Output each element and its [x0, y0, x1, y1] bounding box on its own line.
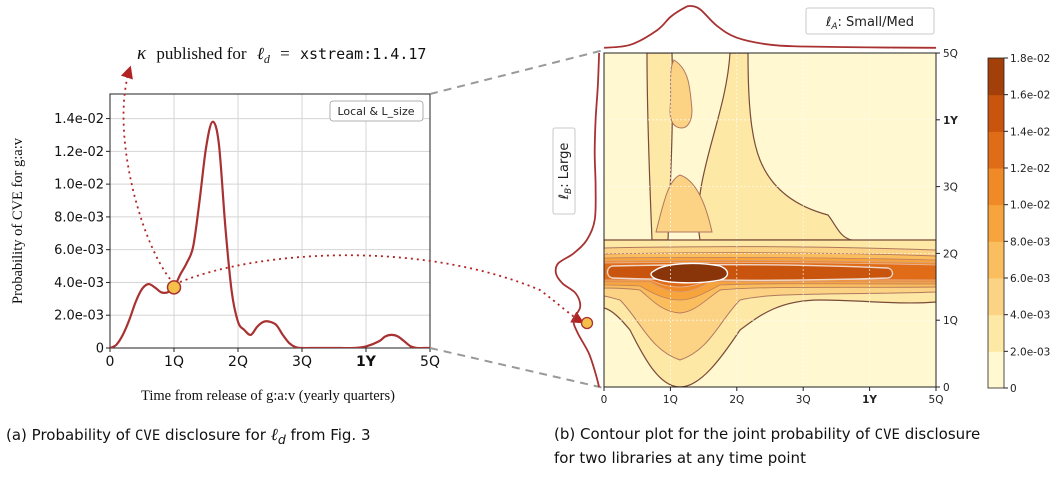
y-tick-label: 1.0e-02 [54, 178, 104, 193]
y-axis-label-a: Probability of CVE for g:a:v [10, 137, 26, 304]
colorbar-segment [988, 351, 1004, 389]
grid-b [604, 53, 936, 387]
colorbar-segment [988, 241, 1004, 279]
colorbar-tick-label: 8.0e-03 [1010, 236, 1050, 248]
annotation-kappa-text: κ published for ℓd = xstream:1.4.17 [137, 43, 426, 67]
colorbar-segment [988, 58, 1004, 96]
y-tick-label: 1Y [943, 115, 958, 127]
zoom-connector-top [429, 49, 605, 95]
y-tick-label: 5Q [943, 48, 958, 60]
colorbar-tick-label: 6.0e-03 [1010, 273, 1050, 285]
y-tick-label: 6.0e-03 [54, 243, 104, 258]
colorbar: 0 2.0e-03 4.0e-03 6.0e-03 8.0e-03 1.0e-02 1.2e… [987, 53, 1050, 395]
legend-box [329, 100, 424, 122]
x-tick-label: 2Q [228, 354, 248, 370]
x-axis-label-a: Time from release of g:a:v (yearly quart… [141, 388, 395, 404]
colorbar-tick-label: 1.4e-02 [1010, 126, 1050, 138]
caption-b: (b) Contour plot for the joint probabili… [554, 425, 981, 467]
colorbar-tick-label: 1.2e-02 [1010, 163, 1050, 175]
colorbar-tick-label: 1.8e-02 [1010, 53, 1050, 65]
colorbar-tick-label: 1.0e-02 [1010, 200, 1050, 212]
y-tick-label: 0 [943, 382, 950, 394]
contour-plot [604, 53, 936, 387]
panel-a: κ published for ℓd = xstream:1.4.17 0 1Q 2… [10, 43, 585, 404]
legend-label: Local & L_size [337, 105, 414, 118]
colorbar-segment [988, 131, 1004, 169]
zoom-connector-bottom [429, 347, 605, 389]
colorbar-segment [988, 204, 1004, 242]
contour-level-7 [606, 263, 894, 281]
panel-b: ℓA: Small/Med ℓB: Large [552, 5, 1050, 406]
marginal-left-curve [554, 52, 600, 388]
arrow-to-annotation [120, 65, 171, 280]
legend-a: Local & L_size [329, 100, 424, 122]
colorbar-segment [988, 278, 1004, 316]
y-tick-label: 3Q [943, 182, 958, 194]
x-tick-label: 3Q [796, 394, 811, 406]
x-marginal-label: ℓA: Small/Med [825, 15, 914, 32]
y-tick-label: 8.0e-03 [54, 210, 104, 225]
x-tick-label: 1Q [164, 354, 184, 370]
colorbar-tick-label: 1.6e-02 [1010, 90, 1050, 102]
grid-a [110, 94, 430, 348]
y-marginal-label: ℓB: Large [557, 143, 574, 201]
colorbar-segment [988, 314, 1004, 352]
colorbar-tick-label: 0 [1010, 383, 1017, 395]
colorbar-frame [987, 57, 1005, 389]
x-tick-label: 5Q [420, 354, 440, 370]
x-tick-label: 1Q [663, 394, 678, 406]
x-tick-label: 1Y [862, 394, 877, 406]
x-tick-label: 0 [601, 394, 608, 406]
y-tick-label: 1Q [943, 315, 958, 327]
ticks-a: 0 1Q 2Q 3Q 1Y 5Q 0 2.0e-03 4.0e-03 6.0e-03 8.0e-03… [54, 112, 440, 370]
y-tick-label: 2Q [943, 248, 958, 260]
contour-level-8 [650, 262, 729, 284]
arrow-to-marginal [179, 254, 585, 324]
x-tick-label: 3Q [292, 354, 312, 370]
contour-frame [603, 52, 937, 388]
y-tick-label: 0 [96, 342, 104, 357]
marginal-highlight-point [580, 316, 594, 330]
y-marginal-label-box: ℓB: Large [552, 127, 576, 215]
x-tick-label: 5Q [929, 394, 944, 406]
caption-a: (a) Probability of CVE disclosure for ℓd… [6, 425, 371, 447]
series-line [110, 120, 430, 348]
x-tick-label: 0 [106, 354, 115, 370]
y-tick-label: 4.0e-03 [54, 276, 104, 291]
colorbar-tick-label: 2.0e-03 [1010, 346, 1050, 358]
marginal-top-curve [603, 5, 937, 49]
x-marginal-label-box: ℓA: Small/Med [805, 7, 935, 35]
y-tick-label: 1.2e-02 [54, 145, 104, 160]
colorbar-tick-label: 4.0e-03 [1010, 310, 1050, 322]
y-tick-label: 2.0e-03 [54, 309, 104, 324]
highlight-point [166, 280, 182, 295]
contour-level-2-top [669, 59, 693, 129]
y-tick-label: 1.4e-02 [54, 112, 104, 127]
x-tick-label: 2Q [729, 394, 744, 406]
axes-a-frame [109, 93, 431, 349]
colorbar-segment [988, 168, 1004, 206]
x-tick-label: 1Y [356, 354, 377, 370]
colorbar-segment [988, 94, 1004, 132]
